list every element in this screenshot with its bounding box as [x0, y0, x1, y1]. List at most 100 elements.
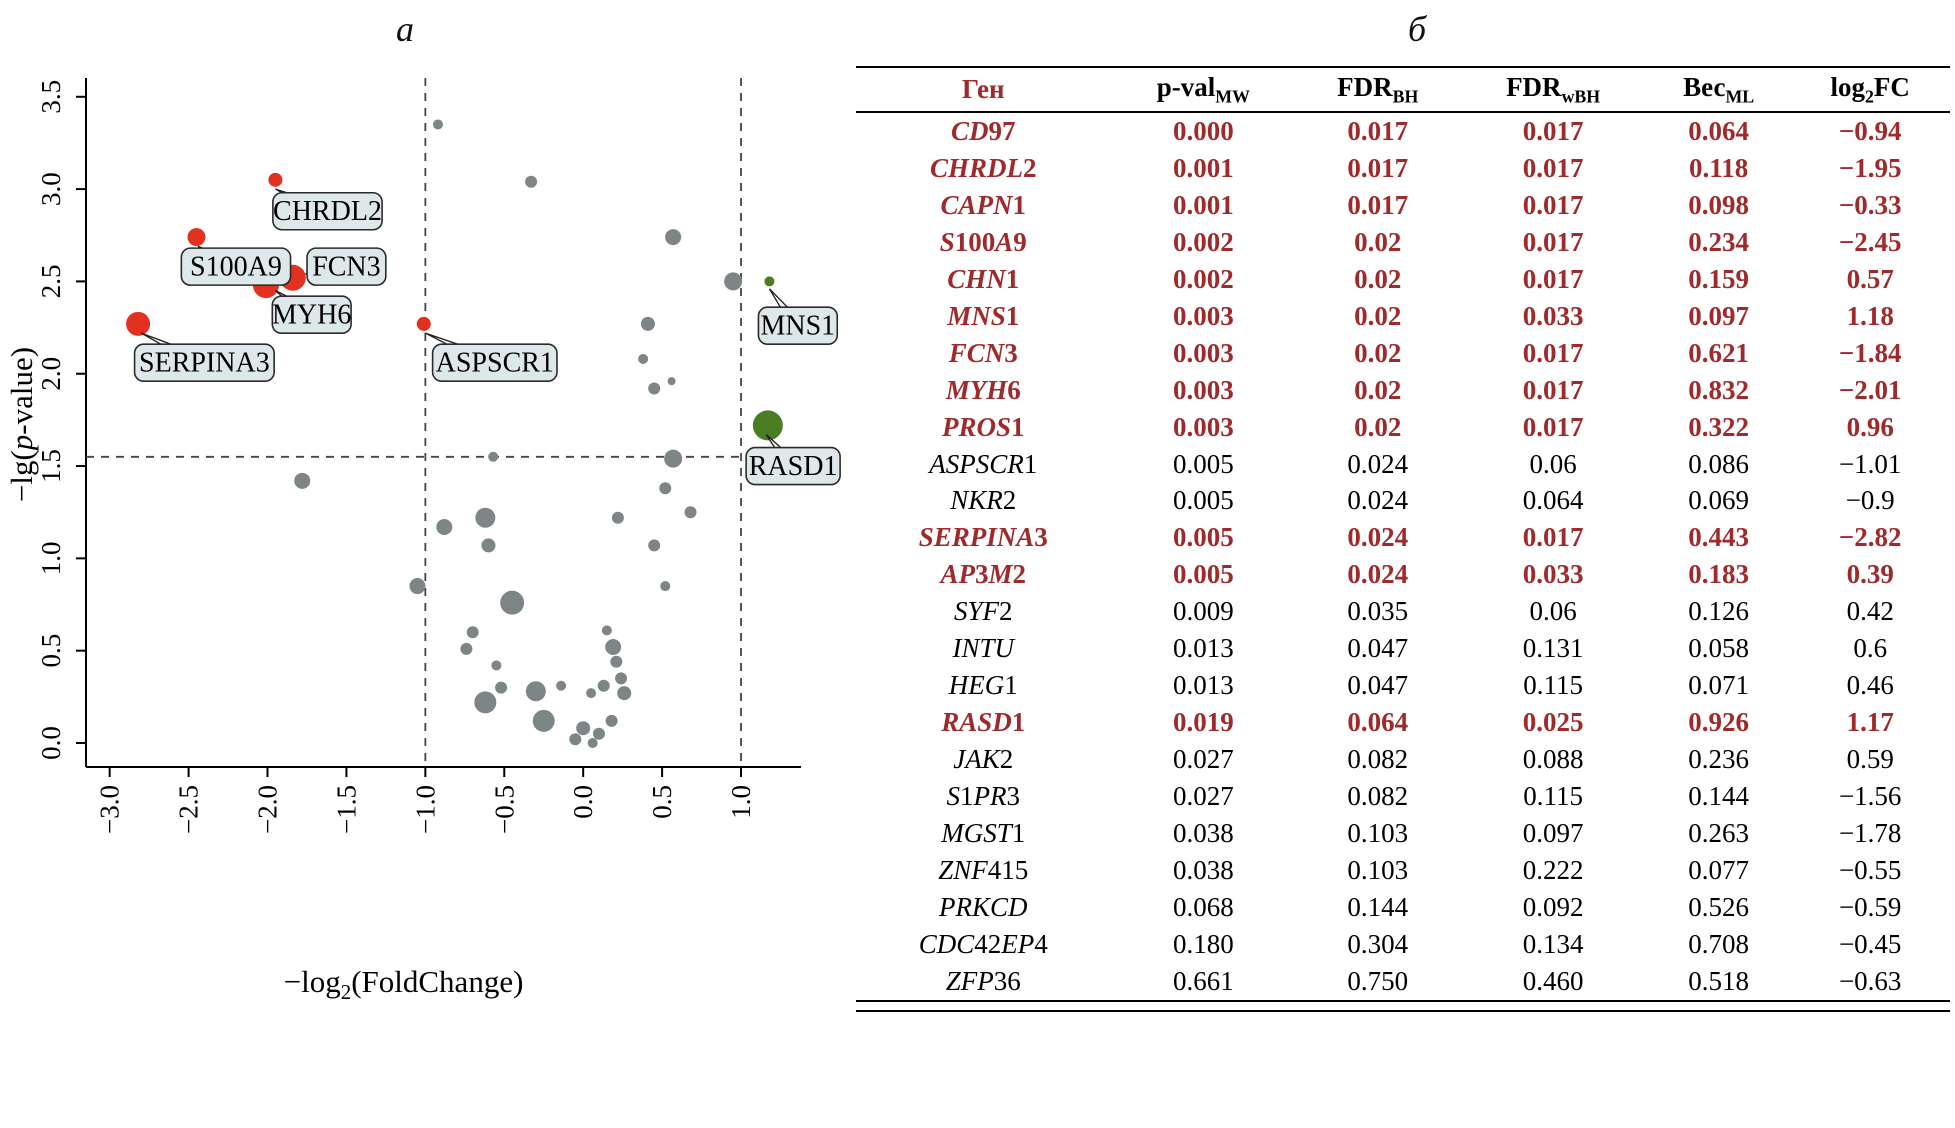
p-value: 0.009 [1172, 596, 1234, 627]
weight-ml: 0.069 [1688, 485, 1750, 516]
gene-label-box-s100a9 [180, 247, 292, 286]
gene-name: MGST1 [941, 817, 1026, 848]
gene-name: PROS1 [941, 411, 1025, 442]
data-point-nonsignificant [638, 353, 649, 364]
fdr-wbh: 0.092 [1522, 891, 1584, 922]
weight-ml: 0.832 [1688, 374, 1750, 405]
p-value: 0.027 [1172, 780, 1234, 811]
gene-table-body: CD97 0.000 0.017 0.017 0.064 −0.94 CHRDL2 0.001… [856, 112, 1950, 1001]
data-point-nonsignificant [569, 733, 582, 746]
data-point-significant-red [126, 311, 151, 336]
log2fc: −1.78 [1838, 817, 1902, 848]
data-point-nonsignificant [576, 721, 591, 736]
weight-ml: 0.526 [1688, 891, 1750, 922]
data-point-significant-green [752, 410, 783, 441]
gene-label-text-serpina3: SERPINA3 [139, 348, 270, 379]
p-value: 0.180 [1172, 928, 1234, 959]
fdr-bh: 0.035 [1347, 596, 1409, 627]
data-point-nonsignificant [586, 688, 597, 699]
gene-label-text-s100a9: S100A9 [190, 252, 282, 283]
fdr-wbh: 0.06 [1529, 448, 1577, 479]
data-point-nonsignificant [488, 451, 499, 462]
data-point-nonsignificant [605, 714, 618, 727]
table-row-jak2: JAK2 0.027 0.082 0.088 0.236 0.59 [856, 741, 1950, 778]
fdr-wbh: 0.017 [1522, 374, 1584, 405]
table-row-serpina3: SERPINA3 0.005 0.024 0.017 0.443 −2.82 [856, 519, 1950, 556]
p-value: 0.005 [1172, 522, 1234, 553]
data-point-nonsignificant [556, 680, 567, 691]
column-header-fdrbh: FDRBH [1296, 65, 1460, 114]
data-point-nonsignificant [611, 511, 624, 524]
y-tick-label: 3.5 [36, 80, 66, 114]
p-value: 0.019 [1172, 707, 1234, 738]
weight-ml: 0.443 [1688, 522, 1750, 553]
weight-ml: 0.236 [1688, 744, 1750, 775]
gene-name: ASPSCR1 [929, 448, 1038, 479]
fdr-bh: 0.02 [1354, 300, 1402, 331]
fdr-bh: 0.02 [1354, 374, 1402, 405]
gene-name: SYF2 [953, 596, 1013, 627]
data-point-nonsignificant [601, 625, 612, 636]
weight-ml: 0.234 [1688, 226, 1750, 257]
fdr-wbh: 0.134 [1522, 928, 1584, 959]
table-row-intu: INTU 0.013 0.047 0.131 0.058 0.6 [856, 630, 1950, 667]
log2fc: −2.45 [1838, 226, 1902, 257]
fdr-wbh: 0.017 [1522, 226, 1584, 257]
data-point-nonsignificant [660, 581, 671, 592]
x-axis-title: −log2(FoldChange) [284, 964, 524, 1004]
data-point-nonsignificant [466, 626, 479, 639]
fdr-wbh: 0.017 [1522, 522, 1584, 553]
gene-name: RASD1 [941, 707, 1026, 738]
data-point-significant-green [764, 276, 775, 287]
gene-label-text-fcn3: FCN3 [312, 252, 380, 283]
x-tick-label: −2.0 [253, 785, 283, 834]
table-row-ap3m2: AP3M2 0.005 0.024 0.033 0.183 0.39 [856, 556, 1950, 593]
gene-name: PRKCD [938, 891, 1028, 922]
x-tick-label: 1.0 [726, 785, 756, 819]
table-row-s100a9: S100A9 0.002 0.02 0.017 0.234 −2.45 [856, 224, 1950, 261]
x-tick-label: 0.0 [568, 785, 598, 819]
table-row-s1pr3: S1PR3 0.027 0.082 0.115 0.144 −1.56 [856, 778, 1950, 815]
y-axis-title: −lg(p-value) [6, 347, 39, 502]
fdr-wbh: 0.064 [1522, 485, 1584, 516]
data-point-nonsignificant [474, 691, 497, 714]
gene-name: INTU [952, 633, 1014, 664]
table-row-mgst1: MGST1 0.038 0.103 0.097 0.263 −1.78 [856, 815, 1950, 852]
data-point-nonsignificant [587, 737, 598, 748]
fdr-wbh: 0.088 [1522, 744, 1584, 775]
fdr-wbh: 0.460 [1522, 965, 1584, 996]
fdr-bh: 0.017 [1347, 116, 1409, 147]
table-row-cdc42ep4: CDC42EP4 0.180 0.304 0.134 0.708 −0.45 [856, 926, 1950, 963]
weight-ml: 0.708 [1688, 928, 1750, 959]
table-row-rasd1: RASD1 0.019 0.064 0.025 0.926 1.17 [856, 704, 1950, 741]
data-point-nonsignificant [481, 538, 496, 553]
fdr-bh: 0.02 [1354, 226, 1402, 257]
data-point-nonsignificant [294, 472, 311, 489]
data-point-significant-red [268, 172, 283, 187]
x-tick-label: −3.0 [95, 785, 125, 834]
fdr-wbh: 0.017 [1522, 116, 1584, 147]
log2fc: 0.96 [1846, 411, 1894, 442]
p-value: 0.003 [1172, 374, 1234, 405]
fdr-bh: 0.047 [1347, 670, 1409, 701]
y-tick-label: 0.5 [36, 634, 66, 668]
gene-name: HEG1 [948, 670, 1018, 701]
weight-ml: 0.144 [1688, 780, 1750, 811]
gene-name: ZFP36 [945, 965, 1021, 996]
p-value: 0.013 [1172, 633, 1234, 664]
weight-ml: 0.159 [1688, 263, 1750, 294]
table-row-prkcd: PRKCD 0.068 0.144 0.092 0.526 −0.59 [856, 889, 1950, 926]
fdr-bh: 0.024 [1347, 522, 1409, 553]
gene-name: MNS1 [947, 300, 1020, 331]
fdr-bh: 0.103 [1347, 817, 1409, 848]
fdr-wbh: 0.025 [1522, 707, 1584, 738]
x-tick-label: −2.5 [174, 785, 204, 834]
fdr-bh: 0.047 [1347, 633, 1409, 664]
data-point-nonsignificant [659, 482, 672, 495]
fdr-wbh: 0.017 [1522, 189, 1584, 220]
log2fc: 0.6 [1853, 633, 1888, 664]
data-point-nonsignificant [724, 272, 743, 291]
gene-label-text-chrdl2: CHRDL2 [273, 196, 382, 227]
log2fc: 0.42 [1846, 596, 1894, 627]
gene-label-box-rasd1 [745, 446, 841, 486]
